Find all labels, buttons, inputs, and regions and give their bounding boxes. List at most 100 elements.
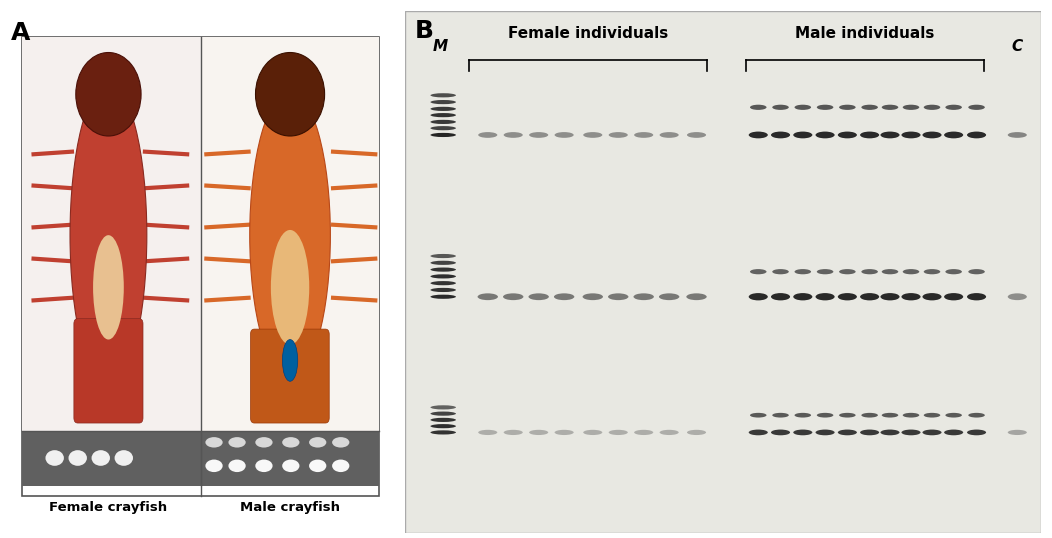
Ellipse shape bbox=[92, 450, 110, 466]
Ellipse shape bbox=[750, 413, 767, 417]
Ellipse shape bbox=[750, 105, 767, 110]
Ellipse shape bbox=[660, 132, 679, 138]
Ellipse shape bbox=[430, 274, 456, 279]
Ellipse shape bbox=[430, 107, 456, 111]
Ellipse shape bbox=[881, 132, 899, 138]
Ellipse shape bbox=[634, 132, 653, 138]
Ellipse shape bbox=[332, 459, 349, 472]
Ellipse shape bbox=[793, 429, 812, 435]
Ellipse shape bbox=[68, 450, 87, 466]
Ellipse shape bbox=[430, 133, 456, 137]
Ellipse shape bbox=[1008, 132, 1027, 138]
Ellipse shape bbox=[430, 430, 456, 435]
Ellipse shape bbox=[430, 113, 456, 117]
Ellipse shape bbox=[902, 132, 920, 138]
Ellipse shape bbox=[430, 93, 456, 97]
Ellipse shape bbox=[503, 293, 524, 300]
Ellipse shape bbox=[529, 132, 548, 138]
Ellipse shape bbox=[772, 105, 789, 110]
Ellipse shape bbox=[923, 132, 942, 138]
Ellipse shape bbox=[793, 132, 812, 138]
Text: Male individuals: Male individuals bbox=[795, 26, 934, 41]
Ellipse shape bbox=[882, 269, 898, 274]
Ellipse shape bbox=[862, 269, 878, 274]
Text: B: B bbox=[414, 19, 433, 43]
Ellipse shape bbox=[861, 293, 879, 300]
Ellipse shape bbox=[771, 132, 790, 138]
Ellipse shape bbox=[944, 429, 964, 435]
Ellipse shape bbox=[282, 437, 300, 448]
Ellipse shape bbox=[430, 254, 456, 258]
Ellipse shape bbox=[924, 413, 940, 417]
Ellipse shape bbox=[270, 230, 309, 345]
Ellipse shape bbox=[228, 459, 246, 472]
Ellipse shape bbox=[861, 429, 879, 435]
Ellipse shape bbox=[967, 293, 986, 300]
Ellipse shape bbox=[968, 413, 985, 417]
Ellipse shape bbox=[749, 132, 768, 138]
Ellipse shape bbox=[839, 105, 855, 110]
Ellipse shape bbox=[968, 105, 985, 110]
Ellipse shape bbox=[70, 84, 147, 386]
Ellipse shape bbox=[862, 413, 878, 417]
Ellipse shape bbox=[687, 132, 706, 138]
Ellipse shape bbox=[479, 132, 498, 138]
Ellipse shape bbox=[430, 405, 456, 409]
Ellipse shape bbox=[205, 437, 223, 448]
Ellipse shape bbox=[946, 269, 962, 274]
Ellipse shape bbox=[881, 293, 899, 300]
Ellipse shape bbox=[837, 429, 857, 435]
Ellipse shape bbox=[771, 429, 790, 435]
FancyBboxPatch shape bbox=[201, 37, 379, 431]
Ellipse shape bbox=[332, 437, 349, 448]
Text: Male crayfish: Male crayfish bbox=[240, 501, 340, 514]
Ellipse shape bbox=[430, 288, 456, 292]
FancyBboxPatch shape bbox=[22, 37, 379, 496]
Ellipse shape bbox=[309, 459, 326, 472]
Ellipse shape bbox=[861, 132, 879, 138]
Ellipse shape bbox=[772, 269, 789, 274]
Ellipse shape bbox=[903, 105, 919, 110]
Ellipse shape bbox=[634, 430, 653, 435]
Ellipse shape bbox=[45, 450, 64, 466]
Ellipse shape bbox=[968, 269, 985, 274]
Ellipse shape bbox=[815, 429, 834, 435]
Ellipse shape bbox=[839, 413, 855, 417]
Ellipse shape bbox=[902, 429, 920, 435]
Ellipse shape bbox=[256, 437, 272, 448]
Ellipse shape bbox=[1008, 293, 1027, 300]
Ellipse shape bbox=[430, 412, 456, 416]
Ellipse shape bbox=[794, 413, 811, 417]
FancyBboxPatch shape bbox=[74, 318, 143, 423]
Text: A: A bbox=[11, 21, 29, 45]
Ellipse shape bbox=[882, 105, 898, 110]
Ellipse shape bbox=[687, 430, 706, 435]
Ellipse shape bbox=[815, 132, 834, 138]
Ellipse shape bbox=[554, 132, 573, 138]
Text: M: M bbox=[432, 39, 447, 54]
Ellipse shape bbox=[903, 269, 919, 274]
Ellipse shape bbox=[249, 91, 330, 379]
Ellipse shape bbox=[504, 132, 523, 138]
Ellipse shape bbox=[430, 281, 456, 285]
Ellipse shape bbox=[903, 413, 919, 417]
Ellipse shape bbox=[815, 293, 834, 300]
Ellipse shape bbox=[430, 418, 456, 422]
FancyBboxPatch shape bbox=[250, 329, 329, 423]
Ellipse shape bbox=[256, 53, 325, 136]
Ellipse shape bbox=[794, 105, 811, 110]
Ellipse shape bbox=[771, 293, 790, 300]
Ellipse shape bbox=[686, 293, 707, 300]
Ellipse shape bbox=[205, 459, 223, 472]
Ellipse shape bbox=[554, 430, 573, 435]
Ellipse shape bbox=[902, 293, 920, 300]
Ellipse shape bbox=[115, 450, 133, 466]
Ellipse shape bbox=[750, 269, 767, 274]
Ellipse shape bbox=[583, 132, 603, 138]
Ellipse shape bbox=[478, 293, 498, 300]
Ellipse shape bbox=[529, 430, 548, 435]
Ellipse shape bbox=[528, 293, 549, 300]
Ellipse shape bbox=[504, 430, 523, 435]
Ellipse shape bbox=[837, 132, 857, 138]
Ellipse shape bbox=[772, 413, 789, 417]
